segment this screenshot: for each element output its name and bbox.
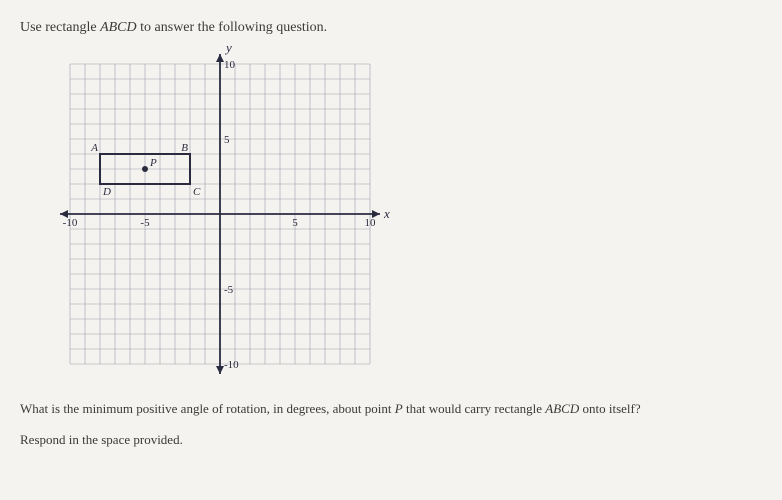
svg-text:x: x xyxy=(383,206,390,221)
svg-text:A: A xyxy=(90,142,98,154)
svg-text:5: 5 xyxy=(292,217,298,229)
intro-shape: ABCD xyxy=(100,20,137,35)
question-intro: Use rectangle ABCD to answer the followi… xyxy=(20,20,762,36)
svg-text:C: C xyxy=(193,186,201,198)
coordinate-graph: -10 -5 5 10 -10 -5 5 10 x y A B C D P xyxy=(50,44,390,384)
svg-text:10: 10 xyxy=(365,217,377,229)
svg-text:-5: -5 xyxy=(140,217,150,229)
q-part-2: that would carry rectangle xyxy=(403,401,546,416)
q-point-P: P xyxy=(395,401,403,416)
svg-text:D: D xyxy=(102,186,111,198)
response-prompt: Respond in the space provided. xyxy=(20,430,762,451)
svg-text:5: 5 xyxy=(224,134,230,146)
svg-text:-10: -10 xyxy=(224,359,239,371)
svg-text:-10: -10 xyxy=(63,217,78,229)
q-part-0: What is the minimum positive angle of ro… xyxy=(20,401,395,416)
q-shape: ABCD xyxy=(545,401,579,416)
graph-container: -10 -5 5 10 -10 -5 5 10 x y A B C D P xyxy=(50,44,762,384)
svg-text:B: B xyxy=(181,142,188,154)
question-text: What is the minimum positive angle of ro… xyxy=(20,399,762,420)
svg-text:10: 10 xyxy=(224,59,236,71)
svg-text:y: y xyxy=(224,44,232,55)
intro-prefix: Use rectangle xyxy=(20,20,100,35)
q-part-4: onto itself? xyxy=(579,401,640,416)
svg-text:-5: -5 xyxy=(224,284,234,296)
svg-text:P: P xyxy=(149,157,157,169)
intro-suffix: to answer the following question. xyxy=(137,20,328,35)
